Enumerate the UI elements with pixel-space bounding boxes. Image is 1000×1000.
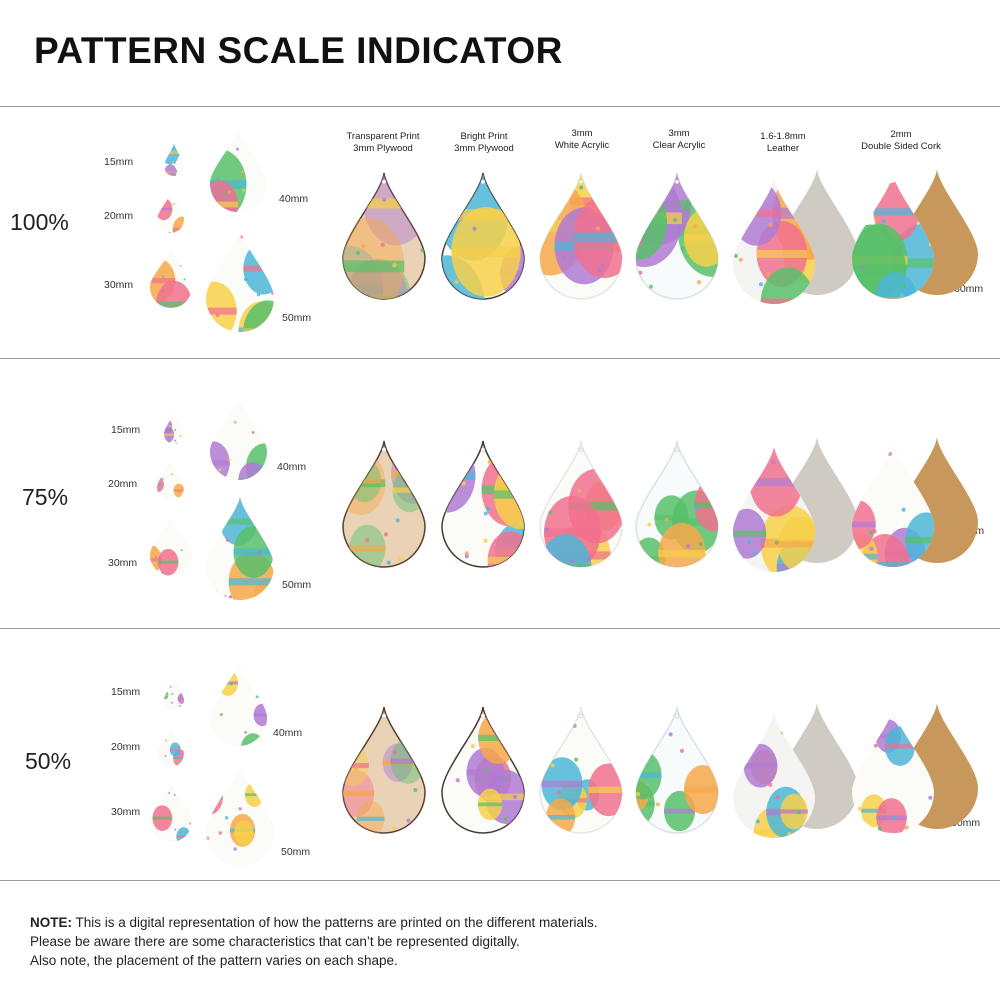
size-sample-40mm xyxy=(210,662,267,746)
size-sample-40mm xyxy=(210,396,267,480)
scale-label: 75% xyxy=(22,484,69,510)
material-name-line: 1.6-1.8mm xyxy=(760,131,806,142)
material-header: 3mm White Acrylic xyxy=(527,128,637,152)
scale-label: 50% xyxy=(25,748,72,774)
material-name-line: 3mm Plywood xyxy=(353,143,413,154)
material-header: 3mm Clear Acrylic xyxy=(624,128,734,152)
size-label: 30mm xyxy=(111,806,141,818)
size-sample-40mm xyxy=(210,128,267,212)
sample-transparent-plywood xyxy=(342,172,426,300)
size-label: 40mm xyxy=(279,193,309,205)
sample-cork xyxy=(852,707,934,833)
sample-bright-plywood xyxy=(441,172,525,300)
sample-cork xyxy=(852,173,934,299)
size-sample-20mm xyxy=(157,192,184,233)
note: NOTE: This is a digital representation o… xyxy=(30,913,598,970)
sample-transparent-plywood xyxy=(342,440,426,568)
size-sample-50mm xyxy=(206,496,274,600)
size-sample-15mm xyxy=(164,677,184,710)
sample-bright-plywood xyxy=(441,706,525,834)
size-label: 15mm xyxy=(111,686,141,698)
material-header: 2mm Double Sided Cork xyxy=(846,129,956,153)
material-header: 1.6-1.8mm Leather xyxy=(728,131,838,155)
sample-clear-acrylic xyxy=(635,706,719,834)
sample-bright-plywood xyxy=(441,440,525,568)
size-label: 40mm xyxy=(273,727,303,739)
material-name-line: Clear Acrylic xyxy=(652,140,706,151)
size-label: 30mm xyxy=(108,557,138,569)
material-name-line: Bright Print xyxy=(460,131,508,142)
divider xyxy=(0,628,1000,629)
size-label: 15mm xyxy=(104,156,134,168)
size-sample-50mm xyxy=(206,762,274,866)
size-sample-15mm xyxy=(164,411,184,444)
scale-label: 100% xyxy=(10,209,69,235)
sample-clear-acrylic xyxy=(635,172,719,300)
size-sample-15mm xyxy=(164,143,184,176)
material-name-line: 3mm Plywood xyxy=(454,143,514,154)
divider xyxy=(0,880,1000,881)
size-label: 20mm xyxy=(108,478,138,490)
size-label: 20mm xyxy=(104,210,134,222)
material-name-line: Transparent Print xyxy=(346,131,420,142)
material-name-line: 3mm xyxy=(668,128,690,139)
size-label: 50mm xyxy=(281,846,311,858)
page-title: PATTERN SCALE INDICATOR xyxy=(34,30,563,71)
size-label: 50mm xyxy=(282,312,312,324)
size-sample-50mm xyxy=(206,228,274,332)
divider xyxy=(0,358,1000,359)
size-label: 15mm xyxy=(111,424,141,436)
size-sample-30mm xyxy=(150,516,192,576)
note-line: NOTE: This is a digital representation o… xyxy=(30,913,598,932)
note-text: This is a digital representation of how … xyxy=(72,915,598,930)
note-line: Please be aware there are some character… xyxy=(30,934,520,949)
sample-white-acrylic xyxy=(539,172,623,300)
sample-transparent-plywood xyxy=(342,706,426,834)
sample-white-acrylic xyxy=(539,440,623,568)
size-sample-20mm xyxy=(157,460,184,501)
divider xyxy=(0,106,1000,107)
sample-white-acrylic xyxy=(539,706,623,834)
material-name-line: Double Sided Cork xyxy=(861,141,941,152)
material-name-line: White Acrylic xyxy=(554,140,610,151)
material-header: Transparent Print 3mm Plywood xyxy=(328,131,438,155)
size-label: 30mm xyxy=(104,279,134,291)
material-name-line: Leather xyxy=(766,143,800,154)
sample-leather xyxy=(733,178,815,304)
size-label: 40mm xyxy=(277,461,307,473)
sample-leather xyxy=(733,712,815,838)
sample-clear-acrylic xyxy=(635,440,719,568)
size-sample-30mm xyxy=(150,248,192,308)
sample-leather xyxy=(733,446,815,572)
size-sample-30mm xyxy=(150,782,192,842)
size-label: 50mm xyxy=(282,579,312,591)
size-sample-20mm xyxy=(157,726,184,767)
sample-cork xyxy=(852,441,934,567)
material-name-line: 3mm xyxy=(571,128,593,139)
note-line: Also note, the placement of the pattern … xyxy=(30,953,398,968)
size-label: 20mm xyxy=(111,741,141,753)
material-name-line: 2mm xyxy=(890,129,912,140)
material-header: Bright Print 3mm Plywood xyxy=(429,131,539,155)
note-label: NOTE: xyxy=(30,915,72,930)
